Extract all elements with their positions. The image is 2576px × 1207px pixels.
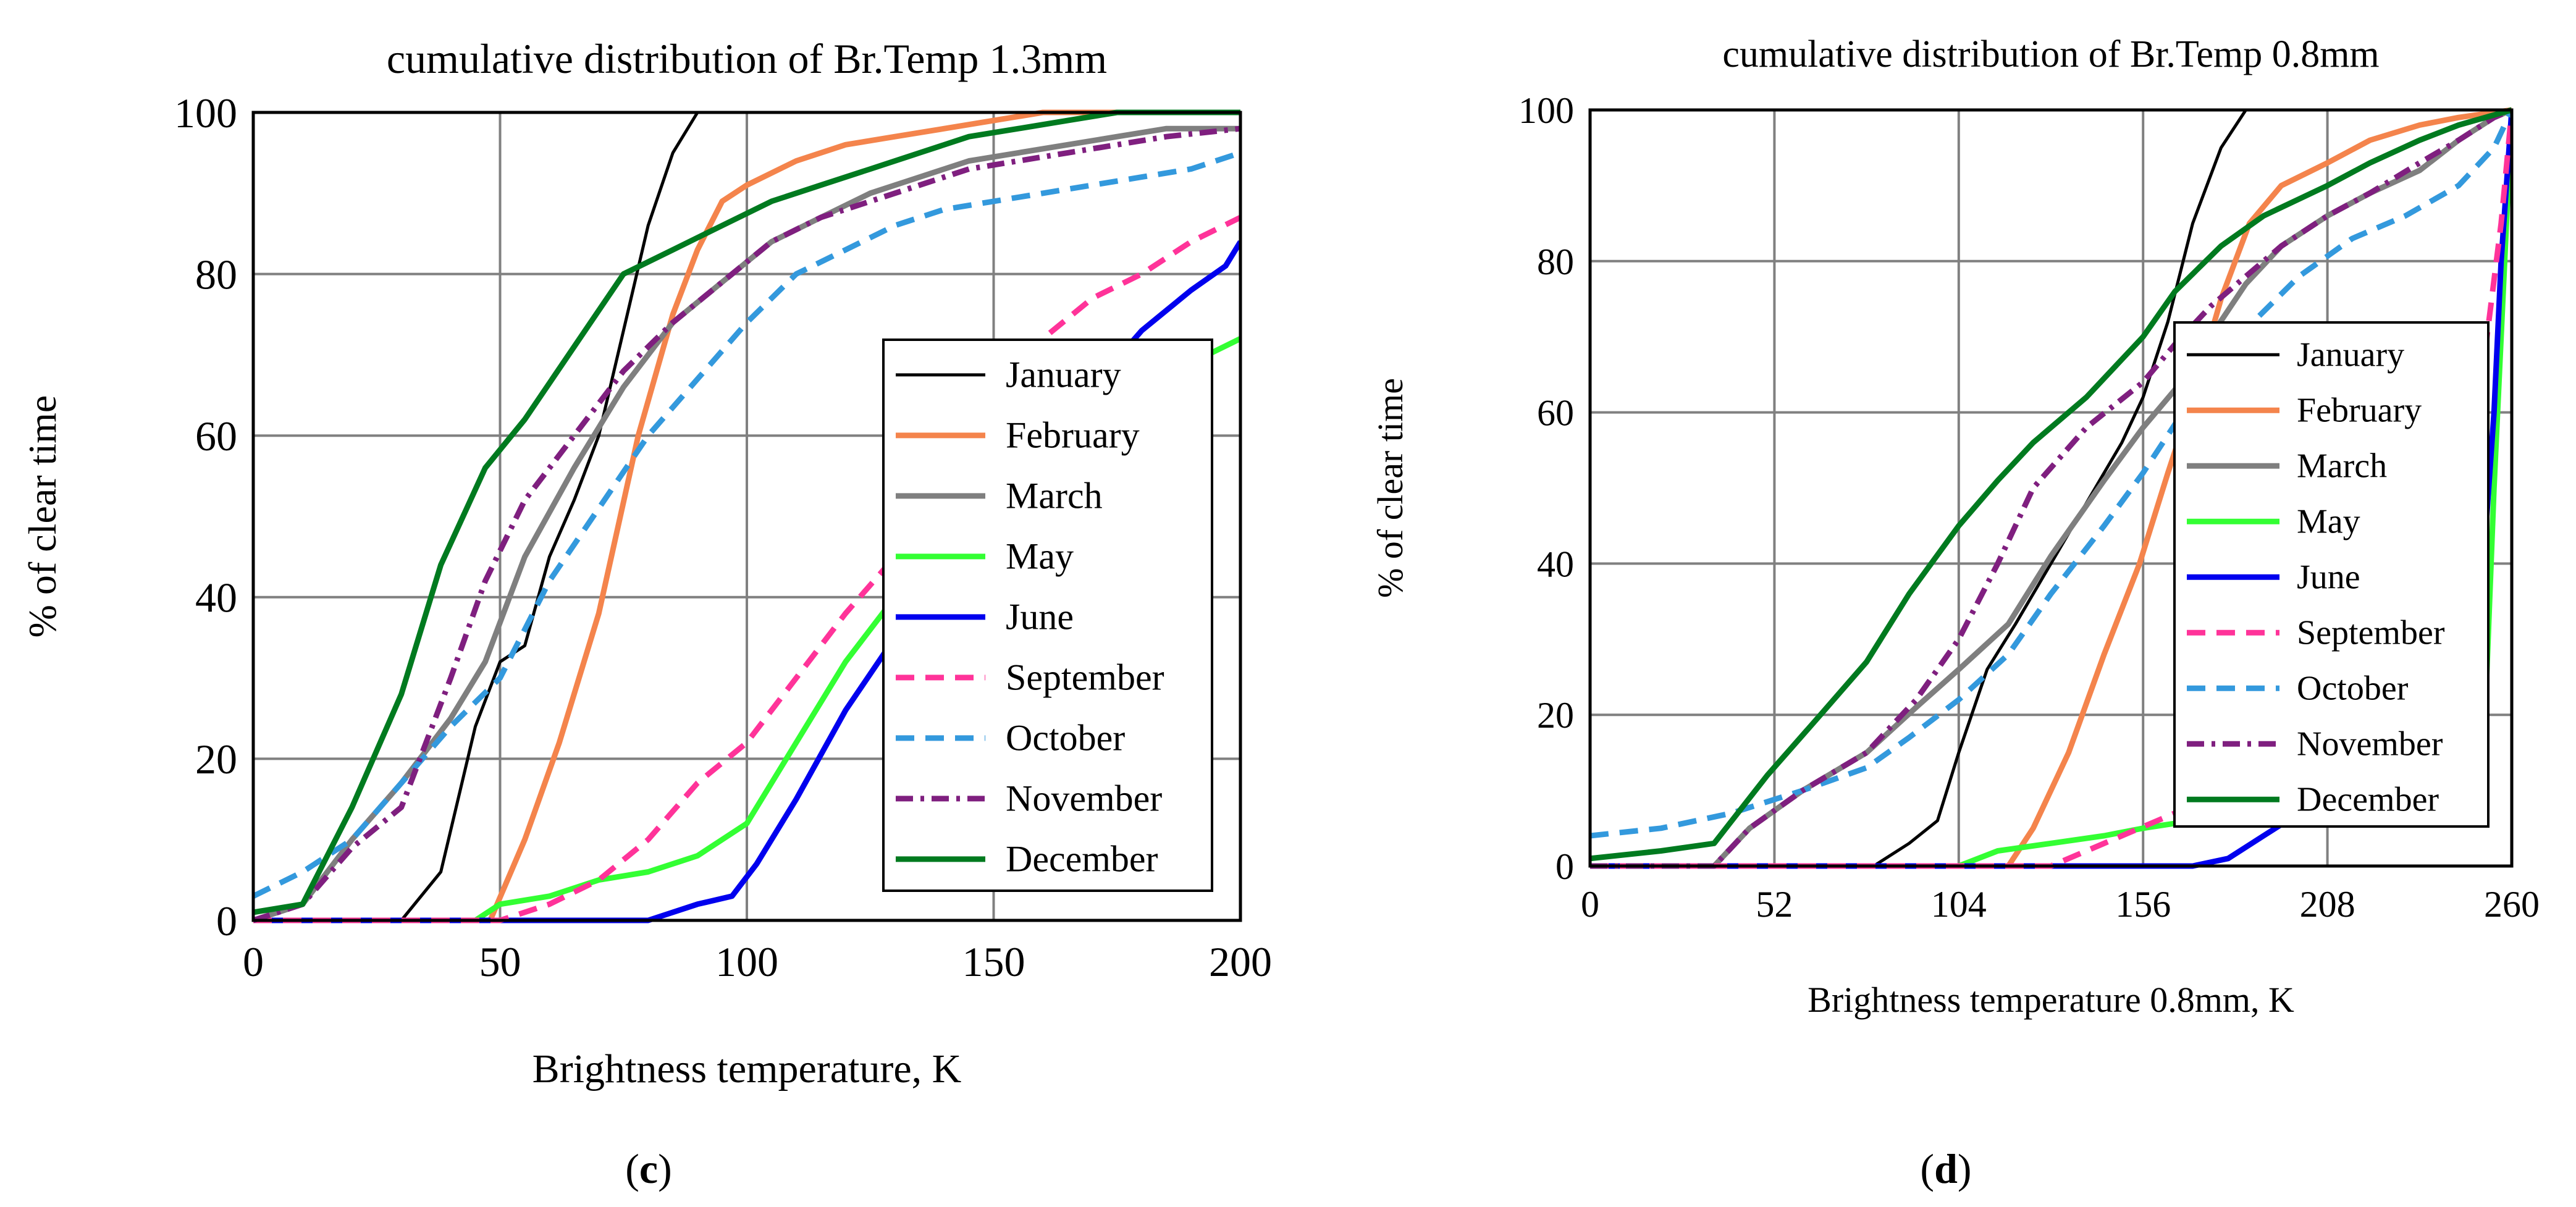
legend-label: September	[2297, 614, 2445, 652]
panel-paren-close: )	[1958, 1145, 1972, 1192]
y-tick-label: 60	[1537, 393, 1574, 434]
panel-letter: c	[639, 1145, 658, 1192]
y-tick-label: 80	[195, 251, 237, 298]
series-line-january	[1590, 109, 2247, 868]
legend-label: March	[2297, 447, 2387, 486]
legend-label: February	[1006, 415, 1140, 456]
y-axis-label: % of clear time	[1370, 378, 1410, 598]
series-line-december	[253, 109, 1240, 915]
plot-frame	[1588, 108, 2514, 868]
y-tick-label: 60	[195, 413, 237, 460]
legend: January February March May June September Octo…	[2173, 321, 2490, 828]
chart-panel-c: 0 50 100 150 200 0 20 40 60 80 100 cumulative distr…	[20, 35, 1272, 1192]
chart-title: cumulative distribution of Br.Temp 0.8mm	[1722, 33, 2379, 75]
legend-label: October	[2297, 670, 2409, 708]
x-tick-label: 200	[1209, 938, 1272, 985]
legend-label: January	[2297, 336, 2404, 374]
legend-label: March	[1006, 476, 1103, 516]
series-line-october	[253, 150, 1240, 899]
x-tick-label: 0	[243, 938, 264, 985]
legend: January February March May June September Octo…	[882, 339, 1213, 892]
panel-label: (d)	[1920, 1145, 1971, 1192]
series-line-january	[253, 111, 699, 922]
legend-label: June	[1006, 597, 1074, 637]
y-tick-label: 20	[1537, 695, 1574, 736]
legend-label: June	[2297, 558, 2360, 597]
plot-frame	[251, 111, 1242, 922]
series-line-september	[253, 214, 1240, 923]
legend-label: May	[2297, 503, 2360, 541]
x-tick-label: 50	[479, 938, 521, 985]
x-tick-label: 100	[715, 938, 778, 985]
panel-paren-open: (	[625, 1145, 639, 1192]
y-tick-label: 40	[1537, 544, 1574, 584]
legend-label: November	[1006, 778, 1162, 819]
series-line-december	[1590, 107, 2512, 862]
legend-label: October	[1006, 718, 1125, 759]
legend-label: May	[1006, 536, 1074, 577]
chart-title: cumulative distribution of Br.Temp 1.3mm	[387, 35, 1107, 82]
x-tick-label: 104	[1931, 884, 1987, 925]
legend-label: January	[1006, 355, 1121, 395]
legend-label: December	[1006, 839, 1158, 880]
legend-label: February	[2297, 392, 2422, 430]
panel-label: (c)	[625, 1145, 672, 1192]
y-tick-label: 20	[195, 736, 237, 783]
legend-label: September	[1006, 657, 1164, 698]
x-axis-label: Brightness temperature, K	[532, 1046, 962, 1091]
series-line-february	[253, 109, 1240, 923]
panel-paren-close: )	[658, 1145, 672, 1192]
x-tick-label: 156	[2115, 884, 2171, 925]
chart-panel-d: 0 52 104 156 208 260 0 20 40 60 80 100 cumulative di…	[1370, 33, 2540, 1192]
y-tick-label: 100	[1518, 90, 1574, 131]
y-tick-label: 0	[216, 898, 237, 944]
y-axis-label: % of clear time	[20, 395, 64, 638]
x-axis-label: Brightness temperature 0.8mm, K	[1808, 980, 2294, 1020]
x-tick-label: 150	[962, 938, 1025, 985]
x-tick-label: 208	[2300, 884, 2355, 925]
x-tick-label: 0	[1581, 884, 1599, 925]
y-tick-label: 0	[1555, 846, 1574, 887]
y-tick-label: 100	[174, 90, 237, 137]
x-tick-label: 260	[2484, 884, 2540, 925]
series-line-november	[1590, 107, 2512, 869]
panel-paren-open: (	[1920, 1145, 1934, 1192]
series-group	[253, 109, 1240, 923]
legend-label: November	[2297, 725, 2443, 763]
panel-letter: d	[1934, 1145, 1958, 1192]
y-tick-label: 80	[1537, 242, 1574, 282]
y-tick-label: 40	[195, 574, 237, 621]
legend-label: December	[2297, 781, 2439, 819]
x-tick-label: 52	[1756, 884, 1793, 925]
